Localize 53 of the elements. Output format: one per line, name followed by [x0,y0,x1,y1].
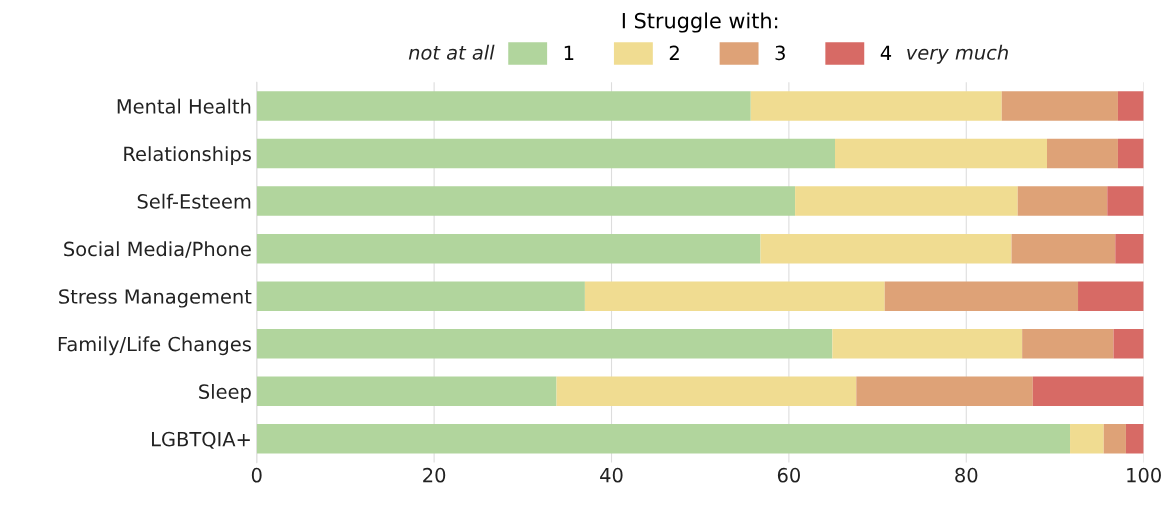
bar [884,281,1079,311]
bar [256,138,836,169]
x-tick-label: 40 [600,467,623,483]
bar [256,376,557,407]
bar [256,186,796,216]
bar [1125,424,1144,454]
bar [750,91,1002,121]
legend-label: 3 [775,45,785,61]
bar [1117,138,1144,169]
text: not at all [408,44,495,60]
bar [256,281,585,311]
y-tick-label: LGBTQIA+ [152,431,250,449]
legend-label: 1 [564,45,574,60]
x-tick-label: 60 [777,467,800,483]
bar [1107,186,1144,216]
bar [760,233,1012,264]
bar [584,281,885,311]
bar [1078,281,1144,311]
bar [556,376,857,407]
y-tick-label: Mental Health [117,98,251,114]
x-tick-label: 80 [955,467,978,483]
text: very much [907,44,1008,64]
bar [1113,329,1144,359]
bar [1117,91,1144,121]
x-tick-label: 20 [423,467,446,483]
bar [256,91,751,121]
y-tick-label: Sleep [199,383,251,403]
bar [256,424,1071,454]
bar [1070,424,1104,454]
legend-label: 2 [669,45,679,60]
y-tick-label: Family/Life Changes [58,336,251,356]
x-tick-label: 0 [251,467,262,483]
bar [835,138,1047,169]
y-tick-label: Social Media/Phone [64,241,251,258]
bar [1032,376,1144,407]
y-tick-label: Stress Management [59,289,252,308]
bar [795,186,1018,216]
bar [256,233,761,264]
y-tick-label: Self-Esteem [137,193,251,209]
x-tick-label: 100 [1127,467,1161,483]
bar [856,376,1033,407]
y-tick-label: Relationships [124,146,251,165]
bar [1022,329,1114,359]
bar [1017,186,1108,216]
bar [1115,233,1144,264]
legend-label: 4 [880,45,892,60]
legend-title: I Struggle with: [622,12,778,33]
bar [1046,138,1118,169]
bar [256,329,833,359]
bar [832,329,1023,359]
bar [1103,424,1126,454]
bar [1011,233,1116,264]
bar [1001,91,1118,121]
